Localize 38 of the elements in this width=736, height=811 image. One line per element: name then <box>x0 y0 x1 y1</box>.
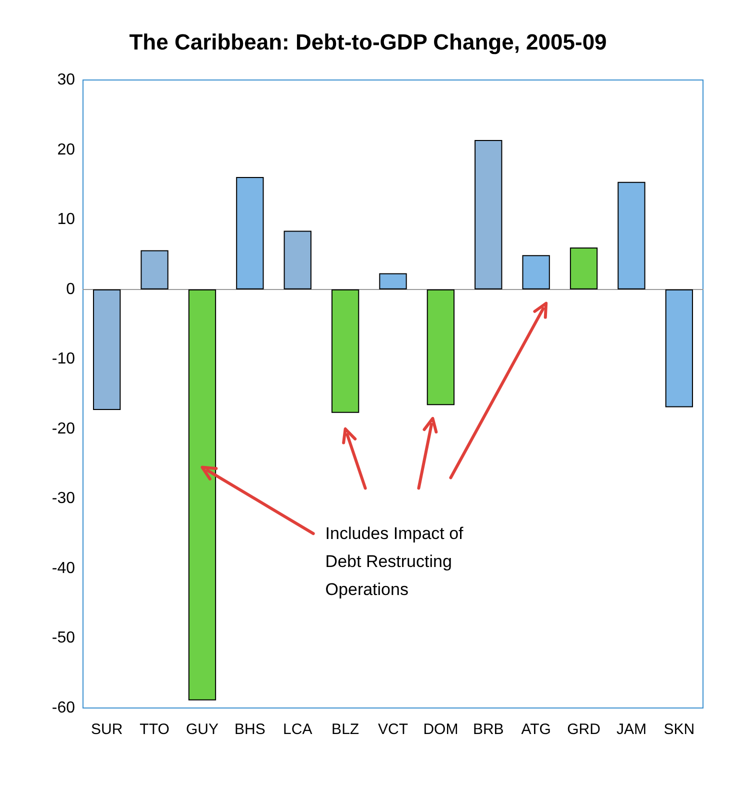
y-tick-label: -60 <box>52 700 76 716</box>
x-tick-label: BHS <box>234 721 266 738</box>
y-tick-label: -50 <box>52 630 76 647</box>
x-tick-label: VCT <box>378 721 408 738</box>
x-tick-label: SUR <box>91 721 123 738</box>
bar <box>474 140 502 290</box>
bar <box>236 176 264 290</box>
bar <box>618 182 646 290</box>
y-tick-label: -40 <box>52 560 76 577</box>
x-tick-label: ATG <box>521 721 551 738</box>
bar <box>188 289 216 700</box>
y-tick-label: -20 <box>52 420 76 438</box>
x-tick-label: JAM <box>616 721 646 738</box>
y-tick-label: -10 <box>52 350 76 368</box>
y-tick-label: -30 <box>52 490 76 508</box>
x-tick-label: GUY <box>186 721 218 738</box>
chart-title: The Caribbean: Debt-to-GDP Change, 2005-09 <box>129 30 607 54</box>
bar <box>331 289 360 413</box>
y-tick-label: 20 <box>57 141 76 158</box>
bar <box>426 289 455 406</box>
bar <box>379 273 407 290</box>
x-tick-label: SKN <box>664 721 695 738</box>
y-tick-label: 0 <box>66 280 76 298</box>
bar <box>665 289 693 408</box>
x-tick-label: LCA <box>283 721 312 738</box>
annotation: Includes Impact of Debt Restructing Operations <box>325 524 464 600</box>
bar <box>570 247 598 290</box>
x-tick-label: DOM <box>423 721 458 738</box>
x-tick-label: TTO <box>140 721 170 738</box>
x-tick-label: BRB <box>472 721 504 738</box>
x-tick-label: GRD <box>567 721 601 738</box>
x-tick-label: BLZ <box>332 721 360 738</box>
bar <box>93 289 121 410</box>
bar <box>522 255 550 290</box>
bar <box>140 250 168 290</box>
y-tick-label: 10 <box>57 211 76 228</box>
bar <box>284 230 312 290</box>
y-tick-label: 30 <box>57 72 76 88</box>
